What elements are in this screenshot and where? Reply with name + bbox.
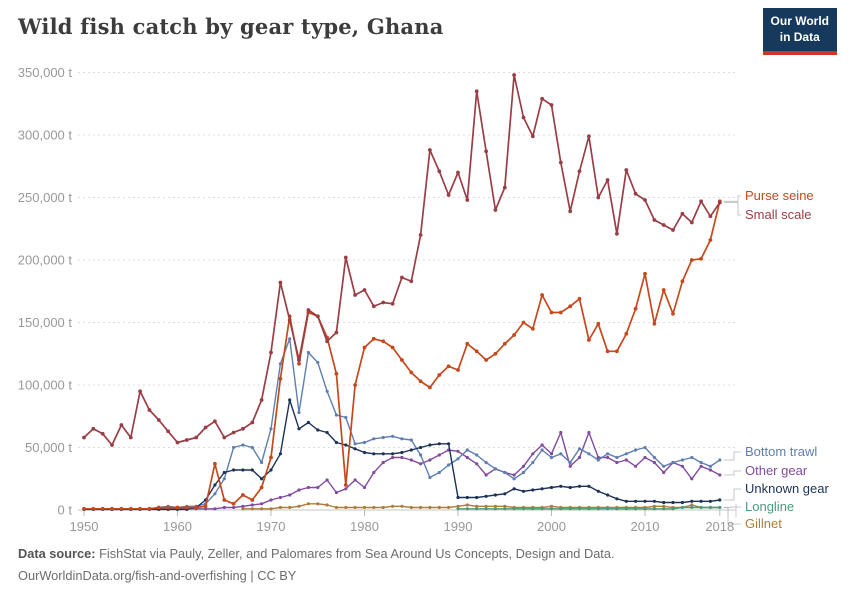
y-axis-tick-label: 150,000 t xyxy=(18,315,73,330)
chart-footer: Data source: FishStat via Pauly, Zeller,… xyxy=(18,543,615,587)
series-line-bottom-trawl xyxy=(84,338,721,511)
legend-label-gillnet[interactable]: Gillnet xyxy=(745,516,782,531)
legend-label-other-gear[interactable]: Other gear xyxy=(745,463,808,478)
series-markers-small-scale xyxy=(82,73,722,447)
x-axis-tick-label: 1950 xyxy=(70,519,99,534)
owid-link[interactable]: OurWorldinData.org/fish-and-overfishing xyxy=(18,567,247,583)
legend-connector-bottom-trawl xyxy=(723,451,741,461)
x-axis-tick-label: 1980 xyxy=(350,519,379,534)
legend-connector-other-gear xyxy=(723,470,741,476)
y-axis-tick-label: 250,000 t xyxy=(18,190,73,205)
legend-connector-small-scale xyxy=(723,202,741,216)
data-source-label: Data source: xyxy=(18,546,96,561)
x-axis-tick-label: 1960 xyxy=(163,519,192,534)
legend-label-bottom-trawl[interactable]: Bottom trawl xyxy=(745,444,818,459)
legend-connector-purse-seine xyxy=(723,195,741,202)
series-line-purse-seine xyxy=(84,201,721,510)
legend-label-small-scale[interactable]: Small scale xyxy=(745,207,812,222)
data-source-line: Data source: FishStat via Pauly, Zeller,… xyxy=(18,543,615,565)
owid-logo-line2: in Data xyxy=(779,29,820,44)
legend-label-purse-seine[interactable]: Purse seine xyxy=(745,188,814,203)
y-axis-tick-label: 0 t xyxy=(58,503,73,518)
series-markers-bottom-trawl xyxy=(82,337,722,511)
x-axis-tick-label: 2000 xyxy=(537,519,566,534)
series-markers-purse-seine xyxy=(82,199,722,511)
license-text: | CC BY xyxy=(246,567,297,583)
owid-logo[interactable]: Our World in Data xyxy=(762,8,837,56)
y-axis-tick-label: 200,000 t xyxy=(18,253,73,268)
citation-line: OurWorldinData.org/fish-and-overfishing … xyxy=(18,565,615,587)
y-axis-tick-label: 100,000 t xyxy=(18,378,73,393)
x-axis-tick-label: 2018 xyxy=(705,519,734,534)
series-markers-longline xyxy=(456,505,722,511)
y-axis-tick-label: 300,000 t xyxy=(18,128,73,143)
x-axis-tick-label: 1970 xyxy=(257,519,286,534)
owid-logo-line1: Our World xyxy=(770,14,829,28)
y-axis-tick-label: 350,000 t xyxy=(18,65,73,80)
y-axis-tick-label: 50,000 t xyxy=(25,440,72,455)
legend-label-longline[interactable]: Longline xyxy=(745,499,795,514)
page-title: Wild fish catch by gear type, Ghana xyxy=(18,14,444,39)
x-axis-tick-label: 1990 xyxy=(444,519,473,534)
x-axis-tick-label: 2010 xyxy=(631,519,660,534)
legend-connector-unknown-gear xyxy=(723,488,741,501)
series-line-gillnet xyxy=(242,503,720,510)
legend-label-unknown-gear[interactable]: Unknown gear xyxy=(745,481,829,496)
series-line-other-gear xyxy=(84,431,721,510)
legend-connector-gillnet xyxy=(723,507,741,525)
data-source-text: FishStat via Pauly, Zeller, and Palomare… xyxy=(95,546,615,561)
